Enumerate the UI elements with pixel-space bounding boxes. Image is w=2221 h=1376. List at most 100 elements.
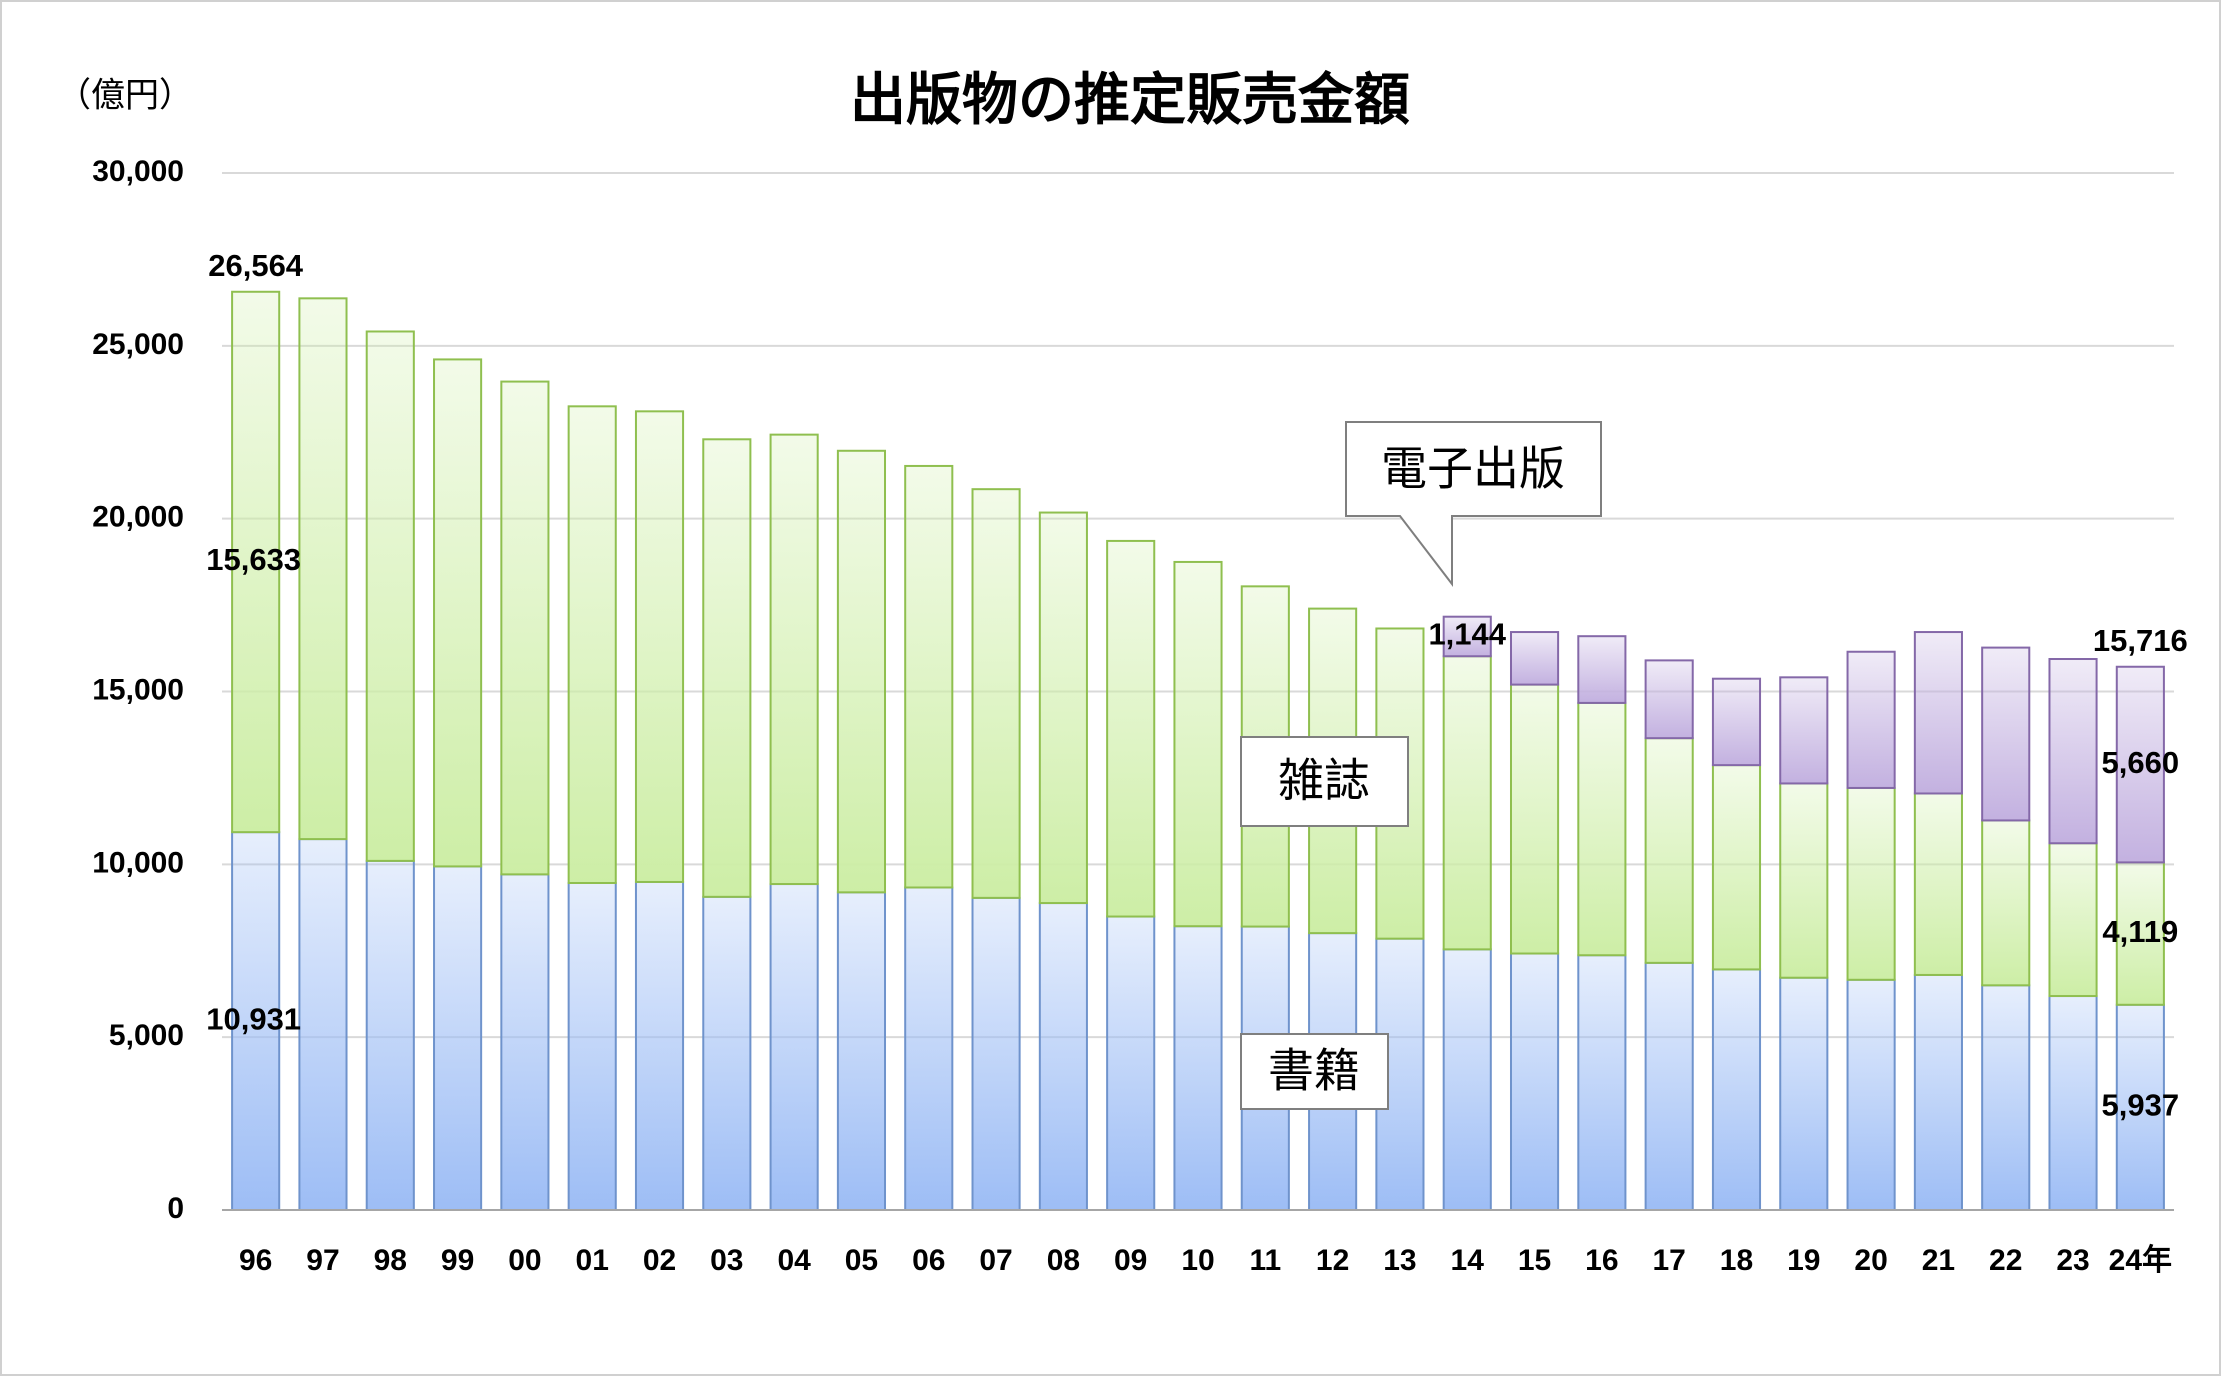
bar-segment bbox=[1106, 539, 1156, 918]
bar-segment bbox=[1711, 764, 1762, 971]
bar-segment bbox=[904, 886, 954, 1211]
bar-segment bbox=[2048, 995, 2098, 1212]
bar-segment bbox=[634, 410, 685, 883]
bar-segment bbox=[1846, 978, 1896, 1212]
x-tick-label: 15 bbox=[1518, 1244, 1551, 1277]
x-tick-label: 20 bbox=[1854, 1244, 1887, 1277]
x-tick-label: 23 bbox=[2056, 1244, 2089, 1277]
bar-segment bbox=[1913, 631, 1963, 795]
bar-segment bbox=[971, 896, 1021, 1211]
bar-segment bbox=[1779, 676, 1829, 785]
value-label: 5,660 bbox=[2102, 745, 2180, 780]
plot: 0 5,000 10,000 15,000 20,000 25,000 30,000 96 97… bbox=[92, 155, 2188, 1277]
bar-segment bbox=[365, 859, 415, 1211]
bar-segment bbox=[1846, 786, 1896, 981]
bar-segment bbox=[1442, 948, 1492, 1211]
bar-segment bbox=[500, 873, 550, 1211]
x-tick-label: 05 bbox=[845, 1244, 878, 1277]
bar-segment bbox=[702, 438, 752, 898]
x-tick-label: 16 bbox=[1585, 1244, 1618, 1277]
bar-segment bbox=[1711, 677, 1762, 767]
x-tick-label: 09 bbox=[1114, 1244, 1147, 1277]
value-label: 1,144 bbox=[1428, 617, 1506, 652]
x-tick-label: 08 bbox=[1047, 1244, 1080, 1277]
bar-segment bbox=[971, 488, 1021, 899]
bar-segment bbox=[231, 290, 281, 834]
value-label: 10,931 bbox=[206, 1001, 301, 1036]
bar-segment bbox=[1509, 683, 1560, 955]
bar-segment bbox=[836, 891, 887, 1211]
bar-segment bbox=[702, 895, 752, 1211]
value-label: 4,119 bbox=[2102, 914, 2178, 949]
value-label: 15,633 bbox=[206, 542, 301, 577]
bar-segment bbox=[1846, 650, 1896, 789]
y-tick-label: 20,000 bbox=[92, 501, 184, 534]
x-tick-label: 96 bbox=[239, 1244, 272, 1277]
callouts: 電子出版 雑誌 書籍 bbox=[1240, 421, 1602, 1110]
bar-segment bbox=[1442, 615, 1492, 658]
chart-title: 出版物の推定販売金額 bbox=[850, 68, 1410, 133]
y-tick-label: 15,000 bbox=[92, 673, 184, 706]
x-tick-label: 19 bbox=[1787, 1244, 1820, 1277]
bar-segment bbox=[1577, 954, 1627, 1211]
bar-segment bbox=[1913, 792, 1963, 976]
x-tick-label: 02 bbox=[643, 1244, 676, 1277]
series-label: 書籍 bbox=[1268, 1044, 1360, 1098]
bar-segment bbox=[1442, 655, 1492, 951]
bar-segment bbox=[904, 464, 954, 889]
bar-segment bbox=[365, 330, 415, 862]
x-tick-label: 98 bbox=[374, 1244, 407, 1277]
bar-segment bbox=[1779, 976, 1829, 1211]
x-tick-label: 12 bbox=[1316, 1244, 1349, 1277]
bar-segment bbox=[769, 433, 819, 886]
x-tick-label: 03 bbox=[710, 1244, 743, 1277]
bar-segment bbox=[298, 838, 348, 1211]
x-tick-label: 24年 bbox=[2109, 1244, 2172, 1277]
bar-segment bbox=[634, 880, 685, 1211]
bar-segment bbox=[1644, 737, 1694, 964]
y-tick-label: 0 bbox=[167, 1192, 184, 1225]
bar-segment bbox=[433, 865, 483, 1211]
y-tick-label: 30,000 bbox=[92, 155, 184, 188]
bar-segment bbox=[1981, 984, 2031, 1211]
bar-segment bbox=[1577, 635, 1627, 704]
y-tick-label: 25,000 bbox=[92, 328, 184, 361]
bar-segment bbox=[1779, 782, 1829, 979]
bar-segment bbox=[1981, 819, 2031, 987]
y-tick-label: 5,000 bbox=[109, 1019, 184, 1052]
x-tick-label: 21 bbox=[1922, 1244, 1955, 1277]
x-tick-label: 14 bbox=[1451, 1244, 1485, 1277]
bar-segment bbox=[1981, 646, 2031, 822]
x-tick-label: 01 bbox=[576, 1244, 609, 1277]
bar-segment bbox=[836, 449, 887, 894]
bar-segment bbox=[567, 881, 617, 1211]
bar-segment bbox=[2115, 665, 2165, 864]
bar-segment bbox=[2115, 1003, 2165, 1212]
bar-segment bbox=[1509, 631, 1560, 686]
value-label: 5,937 bbox=[2102, 1088, 2180, 1123]
x-tick-label: 06 bbox=[912, 1244, 945, 1277]
bar-segment bbox=[2048, 842, 2098, 998]
bar-segment bbox=[500, 380, 550, 876]
bar-segment bbox=[1038, 511, 1088, 905]
bar-segment bbox=[1509, 952, 1560, 1211]
bar-segment bbox=[298, 297, 348, 841]
bar-segment bbox=[769, 883, 819, 1211]
callout-box bbox=[1240, 736, 1409, 827]
x-tick-label: 17 bbox=[1652, 1244, 1685, 1277]
bar-segment bbox=[567, 405, 617, 884]
bar-segment bbox=[1038, 902, 1088, 1211]
series-label: 雑誌 bbox=[1278, 754, 1370, 808]
y-tick-label: 10,000 bbox=[92, 846, 184, 879]
x-tick-label: 97 bbox=[306, 1244, 339, 1277]
x-tick-label: 07 bbox=[979, 1244, 1012, 1277]
bar-segment bbox=[1644, 659, 1694, 740]
bar-segment bbox=[1913, 973, 1963, 1211]
series-label: 電子出版 bbox=[1381, 442, 1565, 496]
bar-segment bbox=[433, 358, 483, 868]
total-label: 26,564 bbox=[208, 248, 304, 283]
x-tick-label: 99 bbox=[441, 1244, 474, 1277]
x-tick-label: 18 bbox=[1720, 1244, 1753, 1277]
bar-segment bbox=[1173, 560, 1223, 928]
